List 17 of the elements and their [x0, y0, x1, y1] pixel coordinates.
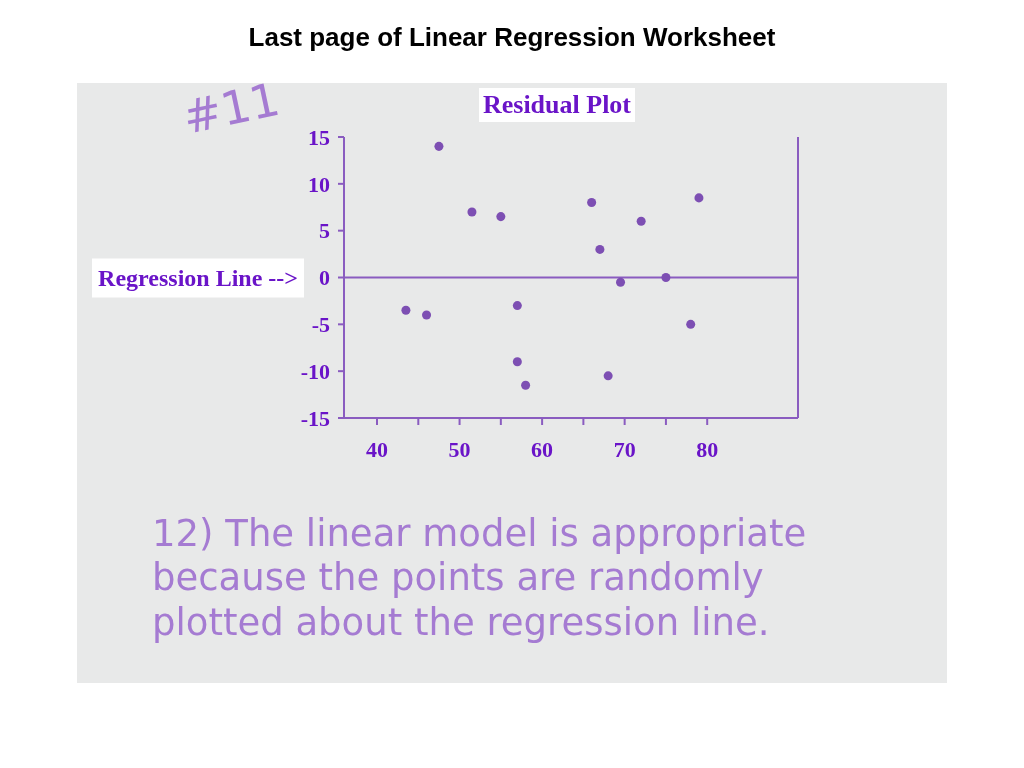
ref-line-label: Regression Line -->	[98, 264, 298, 290]
y-tick-label: 5	[319, 218, 330, 244]
x-tick-label: 70	[613, 436, 636, 462]
x-tick-label: 40	[366, 436, 389, 462]
y-tick-label: -10	[300, 358, 330, 384]
chart-subtitle: Residual Plot	[478, 88, 636, 122]
y-tick-label: 10	[308, 171, 330, 197]
x-tick-label: 60	[531, 436, 554, 462]
chart-title: Last page of Linear Regression Worksheet	[248, 22, 776, 52]
x-tick-label: 80	[696, 436, 719, 462]
y-tick-label: 0	[319, 265, 330, 291]
text: 12) The linear model is appropriate because the points are randomly plotted about the regression line.	[152, 512, 807, 644]
text: #11	[178, 71, 285, 145]
x-tick-label: 50	[448, 436, 471, 462]
y-tick-label: 15	[308, 124, 330, 150]
y-tick-label: -5	[311, 312, 330, 338]
y-tick-label: -15	[300, 405, 330, 431]
